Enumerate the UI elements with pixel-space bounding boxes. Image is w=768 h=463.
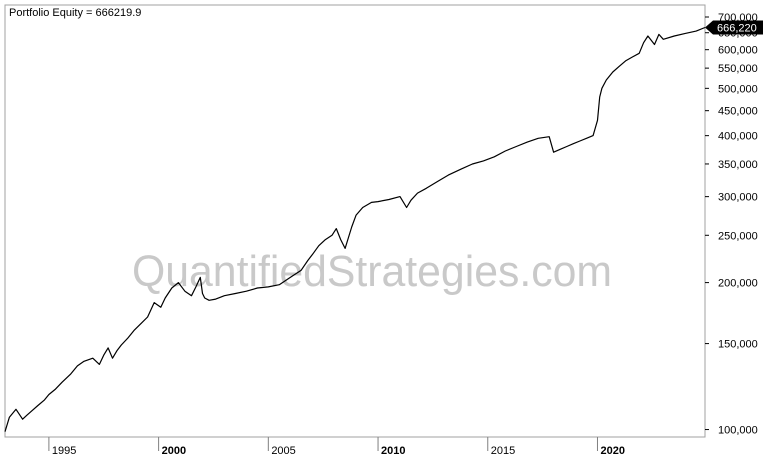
watermark: QuantifiedStrategies.com [132,247,612,296]
y-tick-label-7: 450,000 [718,106,758,118]
y-tick-label-4: 300,000 [718,192,758,204]
y-tick-label-9: 550,000 [718,63,758,75]
y-tick-label-5: 350,000 [718,159,758,171]
y-axis: 100,000 150,000 200,000 250,000 300,000 350,0… [705,12,758,437]
series-line-equity [4,26,706,432]
last-value-badge: 666,220 [705,20,763,35]
y-tick-label-8: 500,000 [718,83,758,95]
x-tick-label-4: 2015 [491,445,515,457]
x-tick-label-0: 1995 [52,445,76,457]
last-value-label: 666,220 [717,22,757,34]
y-tick-label-0: 100,000 [718,425,758,437]
y-tick-label-6: 400,000 [718,131,758,143]
x-tick-label-3: 2010 [381,445,405,457]
x-tick-label-2: 2005 [271,445,295,457]
y-tick-label-2: 200,000 [718,278,758,290]
x-axis: 1995 2000 2005 2010 2015 2020 [48,437,625,457]
x-tick-label-1: 2000 [162,445,186,457]
chart-title: Portfolio Equity = 666219.9 [9,7,141,19]
y-tick-label-3: 250,000 [718,230,758,242]
last-value-badge-shape [705,20,763,35]
y-tick-label-10: 600,000 [718,45,758,57]
plot-area [4,4,706,438]
x-tick-label-5: 2020 [600,445,624,457]
y-tick-label-1: 150,000 [718,339,758,351]
